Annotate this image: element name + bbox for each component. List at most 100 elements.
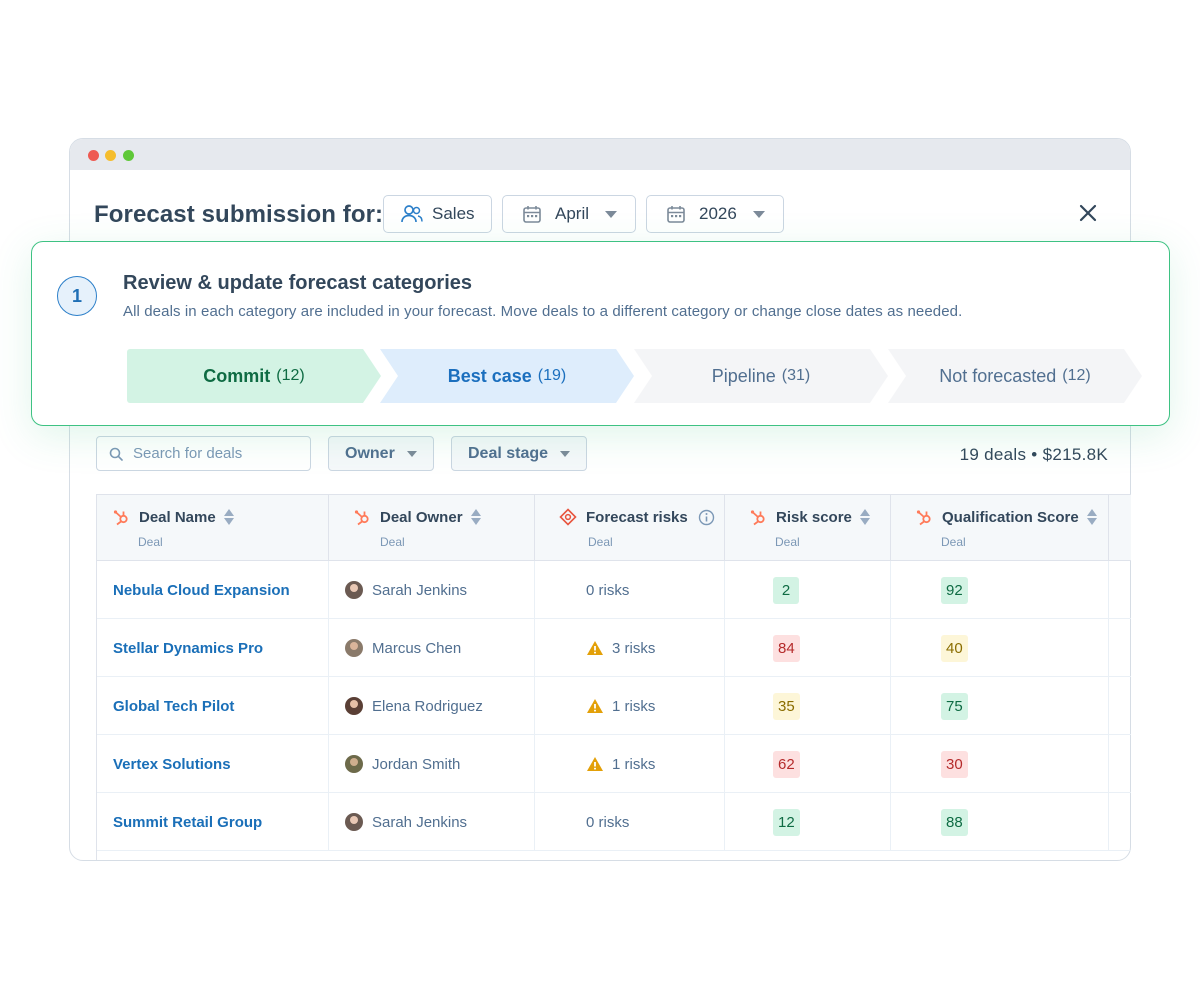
owner-filter-label: Owner (345, 444, 395, 462)
column-label: Qualification Score (942, 508, 1079, 526)
tab-count: (19) (537, 367, 567, 384)
deal-name-link[interactable]: Nebula Cloud Expansion (113, 581, 290, 599)
tab-count: (12) (276, 367, 305, 384)
column-label: Deal Name (139, 508, 216, 526)
warning-icon (587, 757, 603, 771)
minimize-window-dot[interactable] (105, 150, 116, 161)
table-row[interactable]: Summit Retail Group Sarah Jenkins 0 risk… (97, 793, 1131, 851)
sort-icon[interactable] (470, 508, 481, 526)
hubspot-sprocket-icon (113, 509, 128, 525)
risk-score-badge: 12 (773, 808, 800, 836)
avatar (345, 697, 363, 715)
info-icon[interactable] (698, 509, 715, 526)
qualification-score-badge: 88 (941, 808, 968, 836)
column-label: Deal Owner (380, 508, 463, 526)
calendar-icon (667, 206, 685, 223)
column-forecast-risks[interactable]: Forecast risks Deal (535, 495, 725, 561)
tab-not-forecasted[interactable]: Not forecasted (12) (888, 349, 1142, 403)
review-step-panel: 1 Review & update forecast categories Al… (31, 241, 1170, 426)
tab-label: Best case (447, 365, 532, 386)
qualification-score-badge: 92 (941, 576, 968, 604)
avatar (345, 581, 363, 599)
table-row[interactable]: Nebula Cloud Expansion Sarah Jenkins 0 r… (97, 561, 1131, 619)
tab-label: Not forecasted (939, 365, 1057, 386)
deal-name-link[interactable]: Vertex Solutions (113, 755, 231, 773)
deal-owner-name: Marcus Chen (372, 639, 462, 657)
qualification-score-badge: 30 (941, 750, 968, 778)
column-deal-name[interactable]: Deal Name Deal (97, 495, 329, 561)
column-sublabel: Deal (138, 535, 163, 549)
forecast-risks-text: 0 risks (586, 813, 630, 831)
avatar (345, 639, 363, 657)
year-selector[interactable]: 2026 (646, 195, 784, 233)
tab-count: (31) (781, 367, 811, 384)
deals-summary: 19 deals • $215.8K (959, 445, 1108, 464)
chevron-down-icon (752, 210, 765, 218)
chevron-down-icon (605, 210, 618, 218)
deal-name-link[interactable]: Stellar Dynamics Pro (113, 639, 264, 657)
close-window-dot[interactable] (88, 150, 99, 161)
table-row[interactable]: Vertex Solutions Jordan Smith 1 risks 62… (97, 735, 1131, 793)
hubspot-sprocket-icon (750, 509, 765, 525)
risk-score-badge: 2 (773, 576, 799, 604)
column-sublabel: Deal (941, 535, 966, 549)
tab-pipeline[interactable]: Pipeline (31) (634, 349, 888, 403)
column-risk-score[interactable]: Risk score Deal (725, 495, 891, 561)
column-label: Risk score (776, 508, 852, 526)
calendar-icon (523, 206, 541, 223)
table-header: Deal Name Deal Deal Owner Deal (97, 495, 1131, 561)
search-placeholder: Search for deals (133, 445, 243, 462)
close-icon[interactable] (1077, 202, 1099, 224)
avatar (345, 813, 363, 831)
table-row[interactable]: Stellar Dynamics Pro Marcus Chen 3 risks… (97, 619, 1131, 677)
filter-bar: Search for deals Owner Deal stage 19 dea… (96, 436, 1108, 471)
table-row[interactable]: Global Tech Pilot Elena Rodriguez 1 risk… (97, 677, 1131, 735)
deal-name-link[interactable]: Summit Retail Group (113, 813, 263, 831)
tab-count: (12) (1062, 367, 1091, 384)
tab-commit[interactable]: Commit (12) (127, 349, 381, 403)
column-deal-owner[interactable]: Deal Owner Deal (329, 495, 535, 561)
risk-diamond-icon (559, 508, 577, 526)
deal-name-link[interactable]: Global Tech Pilot (113, 697, 235, 715)
qualification-score-badge: 75 (941, 692, 968, 720)
sort-icon[interactable] (223, 508, 234, 526)
column-sublabel: Deal (380, 535, 405, 549)
team-selector[interactable]: Sales (383, 195, 492, 233)
deal-owner-name: Jordan Smith (372, 755, 461, 773)
forecast-category-tabs: Commit (12) Best case (19) Pipeline (31)… (127, 349, 1147, 403)
month-value: April (555, 204, 590, 223)
warning-icon (587, 699, 603, 713)
owner-filter-button[interactable]: Owner (328, 436, 434, 471)
maximize-window-dot[interactable] (123, 150, 134, 161)
column-sublabel: Deal (588, 535, 613, 549)
deal-owner-name: Elena Rodriguez (372, 697, 483, 715)
forecast-risks-text: 1 risks (612, 755, 656, 773)
search-icon (109, 447, 123, 461)
warning-icon (587, 641, 603, 655)
deal-stage-filter-button[interactable]: Deal stage (451, 436, 588, 471)
sort-icon[interactable] (1086, 508, 1097, 526)
window-titlebar (70, 139, 1130, 170)
deal-owner-name: Sarah Jenkins (372, 813, 468, 831)
forecast-risks-text: 1 risks (612, 697, 656, 715)
sort-icon[interactable] (859, 508, 870, 526)
step-number-badge: 1 (57, 276, 97, 316)
page-title: Forecast submission for: (94, 201, 384, 228)
month-selector[interactable]: April (502, 195, 636, 233)
chevron-down-icon (406, 450, 417, 457)
year-value: 2026 (699, 204, 737, 223)
search-input[interactable]: Search for deals (96, 436, 311, 471)
risk-score-badge: 35 (773, 692, 800, 720)
users-icon (401, 205, 423, 223)
risk-score-badge: 62 (773, 750, 800, 778)
hubspot-sprocket-icon (916, 509, 931, 525)
deal-stage-filter-label: Deal stage (468, 444, 549, 462)
avatar (345, 755, 363, 773)
deal-owner-name: Sarah Jenkins (372, 581, 468, 599)
step-description: All deals in each category are included … (123, 303, 963, 320)
column-qualification-score[interactable]: Qualification Score Deal (891, 495, 1109, 561)
forecast-risks-text: 0 risks (586, 581, 630, 599)
tab-best-case[interactable]: Best case (19) (380, 349, 634, 403)
qualification-score-badge: 40 (941, 634, 968, 662)
tab-label: Pipeline (711, 365, 776, 386)
